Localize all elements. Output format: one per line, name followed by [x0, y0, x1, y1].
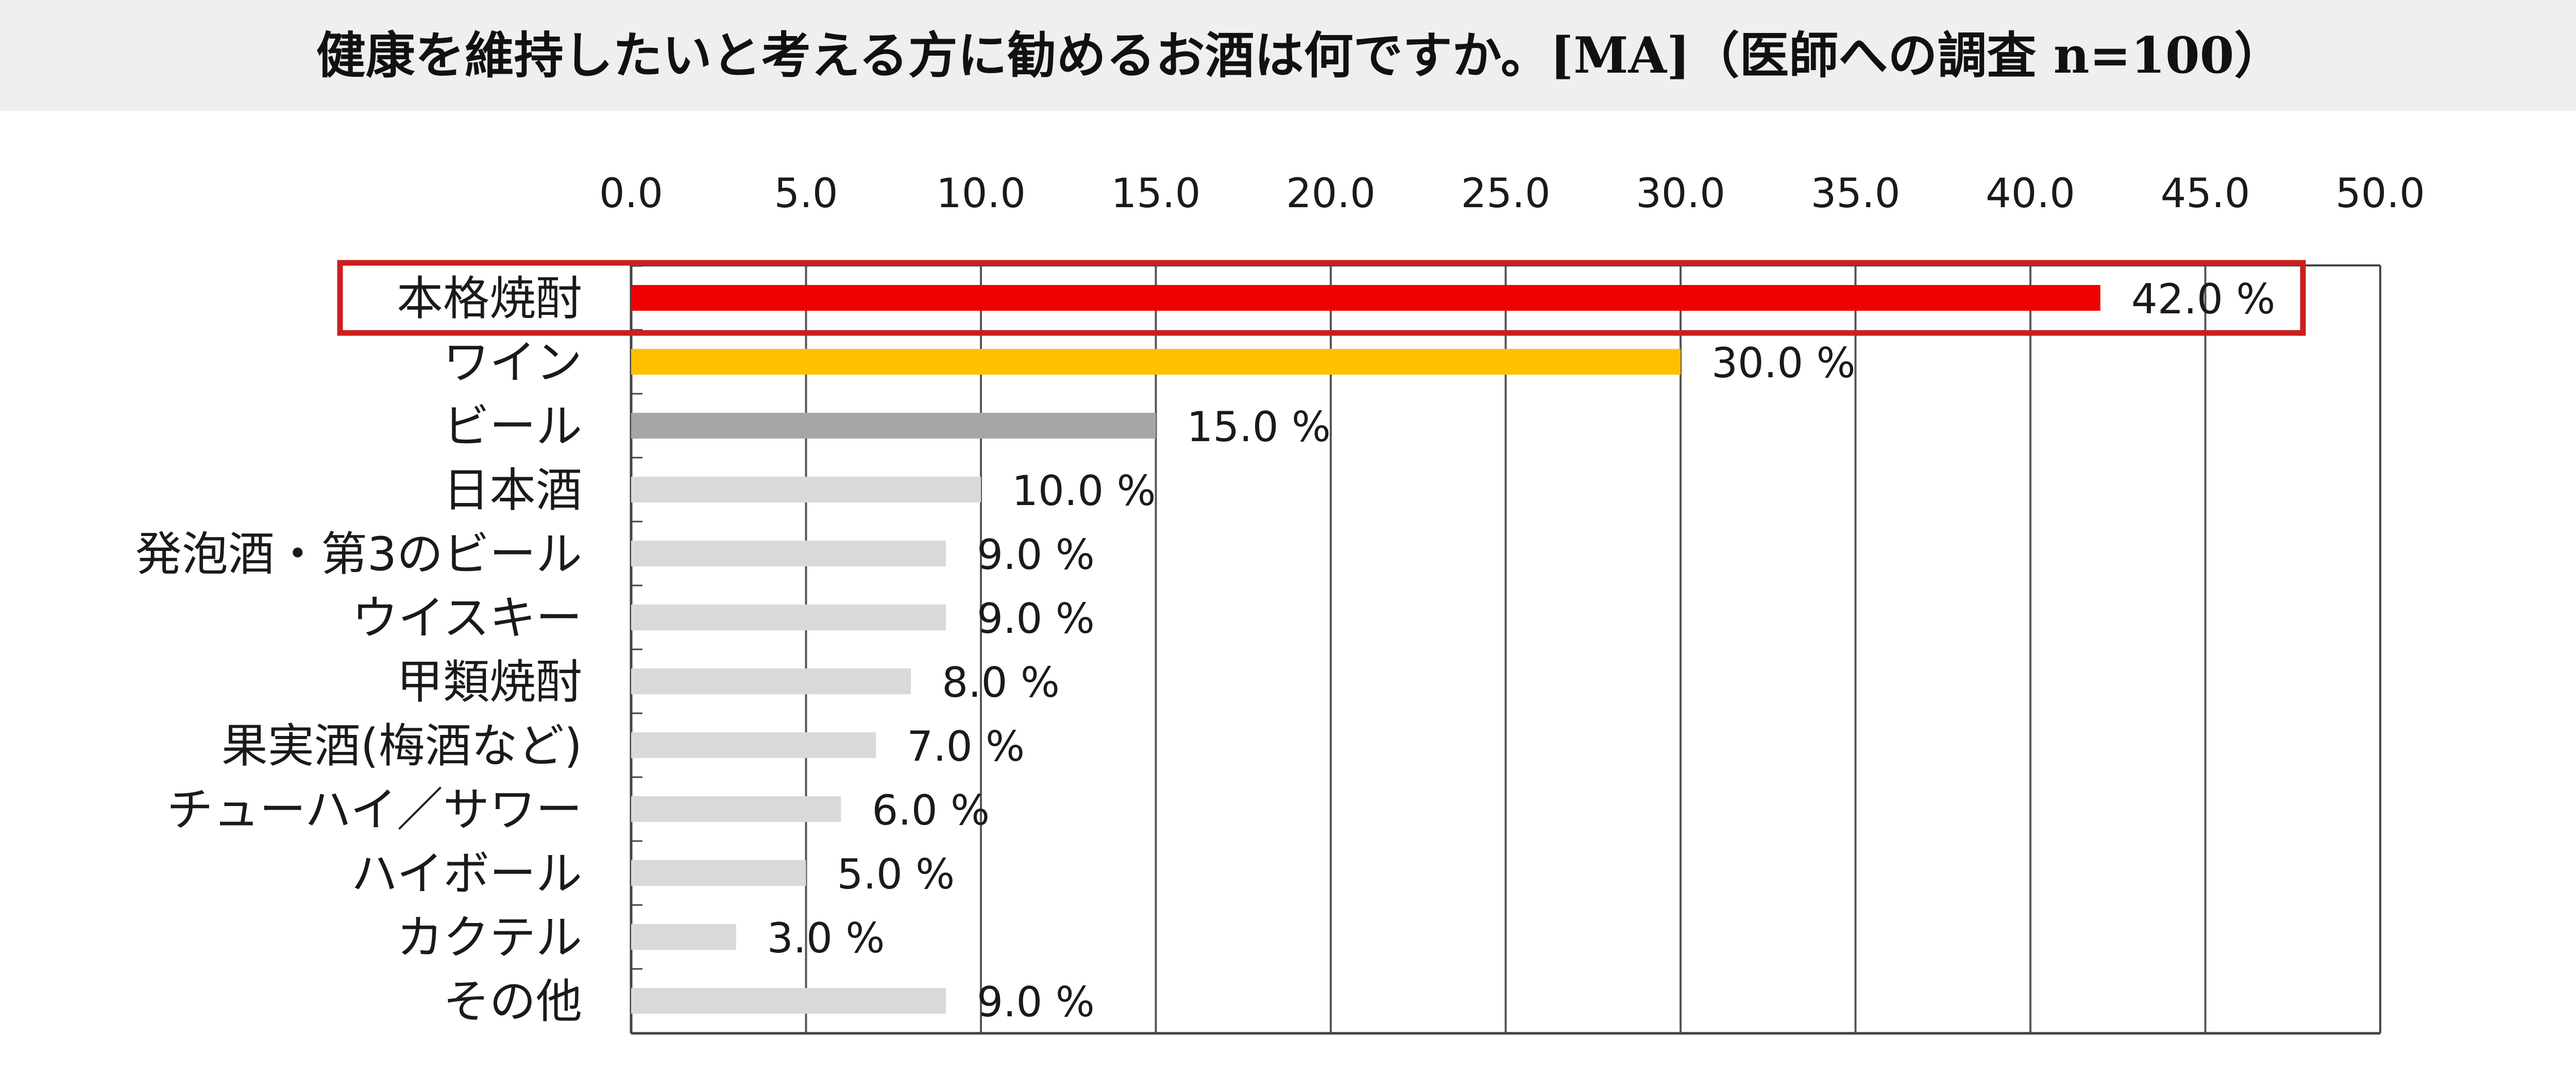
bar	[631, 477, 981, 502]
bar	[631, 796, 841, 822]
value-label: 6.0 %	[872, 786, 990, 834]
bar	[631, 285, 2100, 311]
value-label: 5.0 %	[837, 850, 955, 898]
title-bar	[0, 0, 2576, 111]
x-tick-label: 50.0	[2335, 171, 2425, 217]
category-label: ワイン	[443, 336, 582, 390]
chart-title: 健康を維持したいと考える方に勧めるお酒は何ですか。[MA]（医師への調査 n=1…	[316, 26, 2284, 85]
value-label: 15.0 %	[1187, 403, 1331, 451]
x-tick-label: 30.0	[1636, 171, 1725, 217]
bar	[631, 668, 911, 694]
x-tick-label: 0.0	[599, 171, 663, 217]
category-label: ビール	[443, 399, 582, 454]
x-tick-label: 5.0	[774, 171, 838, 217]
bar	[631, 413, 1156, 439]
category-label: 甲類焼酎	[397, 655, 582, 709]
bar	[631, 541, 946, 566]
value-label: 8.0 %	[942, 659, 1060, 707]
x-tick-label: 10.0	[936, 171, 1026, 217]
value-label: 9.0 %	[977, 595, 1095, 643]
value-label: 9.0 %	[977, 531, 1095, 579]
value-label: 30.0 %	[1711, 339, 1856, 387]
value-label: 9.0 %	[977, 978, 1095, 1026]
bar	[631, 860, 806, 886]
category-label: その他	[443, 975, 582, 1029]
x-tick-label: 45.0	[2161, 171, 2250, 217]
category-label: ウイスキー	[352, 591, 582, 645]
value-label: 42.0 %	[2131, 275, 2276, 323]
x-tick-label: 40.0	[1986, 171, 2075, 217]
x-tick-label: 35.0	[1811, 171, 1901, 217]
category-label: 日本酒	[443, 463, 582, 517]
value-label: 7.0 %	[907, 723, 1025, 770]
value-label: 10.0 %	[1012, 467, 1156, 515]
x-tick-label: 25.0	[1461, 171, 1551, 217]
highlight-box	[337, 260, 2306, 336]
category-label: 発泡酒・第3のビール	[135, 527, 582, 581]
category-label: ハイボール	[351, 847, 582, 901]
bar	[631, 605, 946, 630]
bar	[631, 732, 876, 758]
category-label: カクテル	[397, 911, 582, 965]
x-tick-label: 15.0	[1111, 171, 1201, 217]
value-label: 3.0 %	[767, 914, 885, 962]
bar	[631, 924, 736, 950]
x-tick-label: 20.0	[1286, 171, 1376, 217]
category-label: 果実酒(梅酒など)	[222, 719, 582, 773]
bar	[631, 349, 1681, 375]
category-label: チューハイ／サワー	[167, 783, 582, 837]
bar	[631, 988, 946, 1014]
category-label: 本格焼酎	[397, 272, 582, 326]
